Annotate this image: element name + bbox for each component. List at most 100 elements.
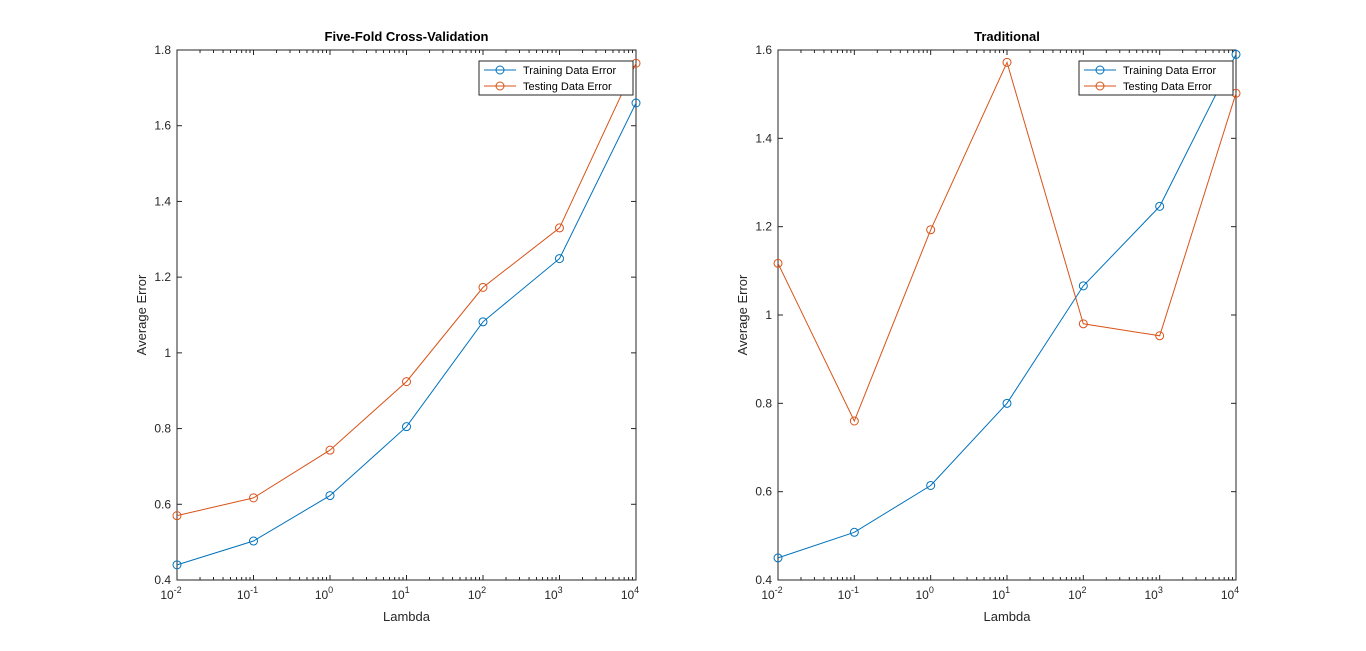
chart-0-xtick-label: 100 — [315, 585, 333, 602]
xtick-exponent: 3 — [558, 585, 563, 595]
chart-0-legend-box — [478, 60, 634, 96]
chart-1-ytick-label: 0.6 — [755, 485, 772, 499]
chart-0-ytick-label: 1.8 — [154, 43, 171, 57]
chart-1-legend-label-0: Training Data Error — [1123, 65, 1216, 77]
chart-1-xtick-label: 100 — [915, 585, 933, 602]
chart-0-ytick-label: 0.6 — [154, 497, 171, 511]
xtick-exponent: 1 — [1005, 585, 1010, 595]
xtick-exponent: 0 — [328, 585, 333, 595]
chart-0-ylabel: Average Error — [134, 274, 149, 355]
chart-0-xlabel: Lambda — [383, 609, 431, 624]
chart-1-ytick-label: 1.2 — [755, 220, 772, 234]
chart-1-title: Traditional — [974, 29, 1040, 44]
chart-0-ytick-label: 1.4 — [154, 194, 171, 208]
chart-1-series-1-point — [1155, 331, 1165, 341]
xtick-base: 10 — [315, 588, 329, 602]
chart-1-ytick-label: 1.4 — [755, 131, 772, 145]
chart-0-legend-label-1: Testing Data Error — [523, 81, 612, 93]
chart-1-series-0-point — [926, 480, 936, 490]
chart-0-series-0-point — [478, 317, 488, 327]
chart-1-ytick-label: 0.4 — [755, 573, 772, 587]
chart-0-series-0-line — [176, 102, 637, 566]
chart-1-series-1-point — [849, 416, 859, 426]
chart-0-series-0-point — [402, 422, 411, 432]
chart-0-xtick-label: 10-1 — [237, 585, 258, 602]
chart-1-series-1-point — [926, 225, 936, 235]
chart-0-ytick-label: 0.8 — [154, 422, 171, 436]
chart-0-series-0-point — [325, 491, 335, 501]
chart-1-series-1-line — [777, 60, 1237, 423]
chart-1-legend-label-1: Testing Data Error — [1123, 81, 1212, 93]
chart-1-series-0-point — [849, 527, 859, 537]
chart-1-xtick-label: 103 — [1144, 585, 1162, 602]
chart-0-series-0-point — [555, 254, 564, 264]
xtick-base: 10 — [1068, 588, 1082, 602]
chart-1-xtick-label: 10-1 — [838, 585, 859, 602]
chart-1-xtick-label: 101 — [992, 585, 1010, 602]
xtick-exponent: -2 — [775, 585, 783, 595]
chart-0-xtick-label: 103 — [544, 585, 562, 602]
chart-0-xtick-label: 104 — [621, 585, 639, 602]
xtick-base: 10 — [391, 588, 405, 602]
chart-0-series-1-line — [176, 63, 637, 517]
xtick-exponent: 3 — [1158, 585, 1163, 595]
xtick-base: 10 — [1221, 588, 1235, 602]
xtick-exponent: 2 — [1082, 585, 1087, 595]
chart-0-series-0-point — [631, 98, 641, 108]
chart-1-series-0-point — [1231, 49, 1241, 59]
chart-1-xtick-label: 102 — [1068, 585, 1086, 602]
xtick-exponent: 4 — [1234, 585, 1239, 595]
xtick-exponent: 0 — [929, 585, 934, 595]
chart-1-ytick-label: 0.8 — [755, 396, 772, 410]
chart-0-series-1-point — [249, 493, 258, 503]
xtick-base: 10 — [838, 588, 852, 602]
chart-0-series-1-point — [478, 282, 488, 292]
xtick-base: 10 — [1144, 588, 1158, 602]
chart-0-title: Five-Fold Cross-Validation — [325, 29, 489, 44]
xtick-base: 10 — [621, 588, 635, 602]
xtick-exponent: -1 — [250, 585, 258, 595]
xtick-exponent: 1 — [405, 585, 410, 595]
chart-0-series-0-point — [172, 560, 182, 570]
chart-1-series-0-line — [777, 54, 1237, 559]
xtick-exponent: -2 — [174, 585, 182, 595]
chart-0-ytick-label: 0.4 — [154, 573, 171, 587]
chart-1-legend-marker-1 — [1095, 81, 1105, 91]
xtick-base: 10 — [468, 588, 482, 602]
chart-1-ytick-label: 1 — [765, 308, 772, 322]
chart-0-ytick-label: 1.6 — [154, 119, 171, 133]
chart-0-legend-marker-1 — [495, 81, 505, 91]
xtick-base: 10 — [160, 588, 174, 602]
chart-1-xlabel: Lambda — [984, 609, 1032, 624]
xtick-exponent: 4 — [634, 585, 639, 595]
chart-0-legend-marker-0 — [495, 65, 505, 75]
chart-1-ytick-label: 1.6 — [755, 43, 772, 57]
chart-0-series-1-point — [172, 511, 182, 521]
xtick-base: 10 — [544, 588, 558, 602]
chart-1-series-1-point — [1078, 319, 1088, 329]
xtick-base: 10 — [915, 588, 929, 602]
xtick-exponent: 2 — [481, 585, 486, 595]
chart-0-series-1-point — [402, 377, 411, 387]
xtick-base: 10 — [237, 588, 251, 602]
chart-1-series-0-point — [1078, 281, 1088, 291]
chart-0-xtick-label: 101 — [391, 585, 409, 602]
chart-0-legend-label-0: Training Data Error — [523, 65, 616, 77]
chart-0-ytick-label: 1 — [164, 346, 171, 360]
chart-1-series-1-point — [773, 258, 783, 268]
chart-0-series-1-point — [325, 445, 335, 455]
chart-0-xtick-label: 10-2 — [160, 585, 181, 602]
chart-1-legend-box — [1078, 60, 1234, 96]
chart-1-xtick-label: 104 — [1221, 585, 1239, 602]
cv-chart: Five-Fold Cross-Validation 0.4 0.6 0.8 1 1.2 1… — [134, 29, 641, 624]
chart-1-xtick-label: 10-2 — [761, 585, 782, 602]
chart-0-axes-box — [176, 49, 637, 581]
chart-0-xtick-label: 102 — [468, 585, 486, 602]
chart-0-series-0-point — [249, 536, 258, 546]
chart-0-ytick-label: 1.2 — [154, 270, 171, 284]
chart-1-legend-marker-0 — [1095, 65, 1105, 75]
chart-1-ylabel: Average Error — [735, 274, 750, 355]
xtick-base: 10 — [761, 588, 775, 602]
